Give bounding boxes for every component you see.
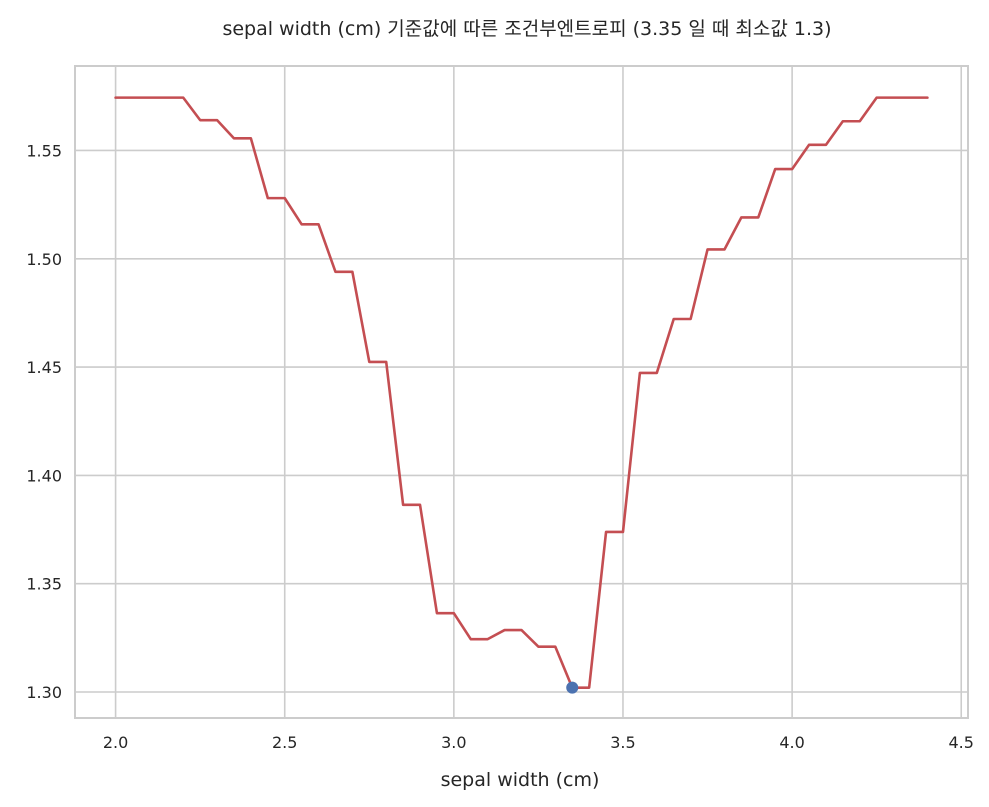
y-tick-label: 1.40 — [26, 466, 62, 485]
y-tick-labels: 1.30 1.35 1.40 1.45 1.50 1.55 — [26, 141, 62, 702]
y-tick-label: 1.45 — [26, 358, 62, 377]
y-tick-label: 1.30 — [26, 683, 62, 702]
x-tick-label: 4.5 — [949, 733, 974, 752]
x-tick-label: 3.5 — [610, 733, 635, 752]
plot-frame — [74, 65, 969, 719]
x-tick-labels: 2.0 2.5 3.0 3.5 4.0 4.5 — [103, 733, 974, 752]
y-tick-label: 1.35 — [26, 575, 62, 594]
entropy-line — [114, 96, 929, 689]
x-tick-label: 2.0 — [103, 733, 128, 752]
x-tick-label: 4.0 — [779, 733, 804, 752]
y-tick-label: 1.55 — [26, 141, 62, 160]
x-tick-label: 3.0 — [441, 733, 466, 752]
series-layer — [114, 96, 929, 694]
minimum-point-marker — [566, 681, 579, 694]
chart-title: sepal width (cm) 기준값에 따른 조건부엔트로피 (3.35 일… — [222, 18, 831, 40]
grid-lines — [75, 66, 968, 718]
x-tick-label: 2.5 — [272, 733, 297, 752]
y-tick-label: 1.50 — [26, 250, 62, 269]
x-axis-label: sepal width (cm) — [441, 769, 600, 791]
